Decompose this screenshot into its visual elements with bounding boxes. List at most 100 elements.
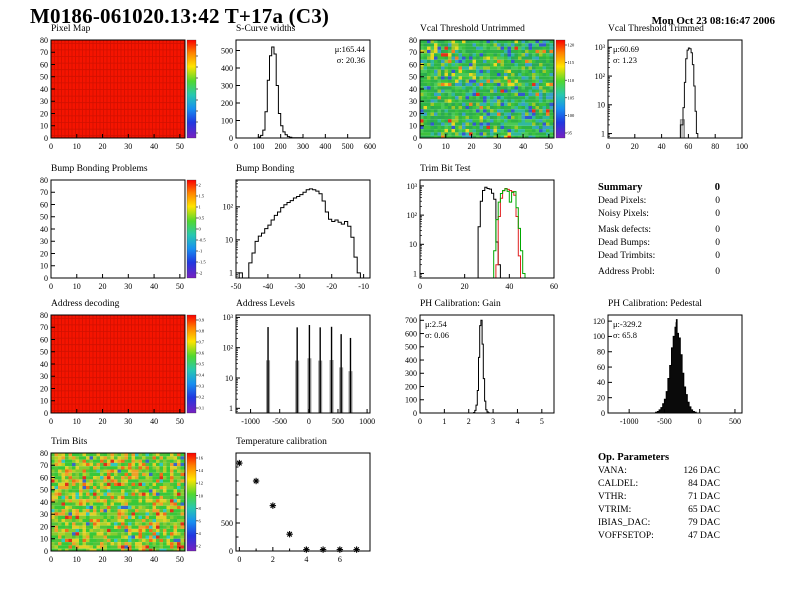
summary-title: Summary [598,182,643,193]
summary-label: Noisy Pixels: [598,209,649,219]
summary-total: 0 [714,182,720,193]
panel-bump-bonding: Bump Bonding -50 -40 -30 -20 -10 1 10 10² [210,163,406,297]
svg-text:50: 50 [40,213,48,222]
svg-text:-10: -10 [358,282,369,291]
vcal-trimmed-canvas: 0 20 40 60 80 100 1 10 10² 10³ μ:60.69σ: 1.23 [595,39,748,151]
stats-box: μ:60.69σ: 1.23 [613,44,639,65]
trimbit-test-canvas: 0 20 40 60 1 10 10² 10³ [407,179,558,291]
bump-problems-title: Bump Bonding Problems [51,164,148,174]
op-value: 126 DAC [683,466,720,476]
bump-bonding-title: Bump Bonding [236,164,295,174]
trim-bits-canvas: 0 10 20 30 40 50 0 10 20 30 40 50 60 70 80 16 14 12 10 8 6 4 2 [40,449,204,564]
svg-text:80: 80 [40,311,48,320]
svg-text:400: 400 [405,356,417,365]
colorbar: 16 14 12 10 8 6 4 2 [186,452,204,552]
svg-text:600: 600 [405,329,417,338]
svg-text:4: 4 [304,555,308,564]
svg-text:0: 0 [44,409,48,418]
svg-text:70: 70 [40,188,48,197]
ph-pedestal-title: PH Calibration: Pedestal [608,299,702,309]
panel-ph-pedestal: PH Calibration: Pedestal -1000 -500 0 500 0 2… [582,298,778,432]
svg-text:20: 20 [461,282,469,291]
svg-text:0.1: 0.1 [199,406,205,411]
svg-text:10³: 10³ [223,313,234,322]
svg-text:50: 50 [40,73,48,82]
svg-text:-500: -500 [657,417,672,426]
svg-text:14: 14 [199,468,204,473]
heatmap-cells [51,453,185,551]
svg-text:8: 8 [199,506,202,511]
pixel-map-title: Pixel Map [51,24,91,34]
svg-text:20: 20 [40,249,48,258]
svg-text:10: 10 [225,374,233,383]
svg-text:10: 10 [73,555,81,564]
op-label: VTRIM: [598,505,632,515]
svg-text:30: 30 [40,372,48,381]
op-label: IBIAS_DAC: [598,518,651,528]
svg-text:0: 0 [49,282,53,291]
svg-text:80: 80 [40,36,48,45]
axes: -1000 -500 0 500 1000 1 10 10² 10³ [223,313,375,426]
summary-row-dead-trimbits: Dead Trimbits: 0 [598,250,720,263]
svg-text:40: 40 [150,142,158,151]
panel-ph-gain: PH Calibration: Gain 0 1 2 3 4 5 0 100 200 300 400… [394,298,590,432]
axes: 0 10 20 30 40 50 0 10 20 30 40 50 60 70 80 [40,449,186,564]
heatmap-cells [51,315,185,413]
summary-value: 0 [715,196,720,206]
svg-text:σ: 1.23: σ: 1.23 [613,55,637,65]
svg-text:20: 20 [99,417,107,426]
svg-text:0.3: 0.3 [199,384,205,389]
colorbar [186,39,198,139]
svg-text:60: 60 [40,60,48,69]
vcal-untrimmed-canvas: 0 10 20 30 40 50 0 10 20 30 40 50 60 70 80 120 115 110 105… [409,36,575,151]
trim-bits-title: Trim Bits [51,437,88,447]
svg-text:-500: -500 [272,417,287,426]
svg-text:60: 60 [550,282,558,291]
svg-text:0: 0 [49,142,53,151]
svg-text:30: 30 [409,97,417,106]
svg-text:0: 0 [418,142,422,151]
svg-text:10: 10 [442,142,450,151]
panel-vcal-untrimmed: Vcal Threshold Untrimmed 0 10 20 30 40 50 0 10 2… [394,23,590,157]
summary-row-dead-pixels: Dead Pixels: 0 [598,195,720,208]
svg-text:-1.5: -1.5 [199,260,207,265]
svg-text:30: 30 [40,510,48,519]
panel-scurve-widths: S-Curve widths 0 100 200 300 400 500 600 0 100 20… [210,23,406,157]
summary-value: 0 [715,238,720,248]
svg-text:100: 100 [405,396,417,405]
svg-text:10: 10 [409,240,417,249]
svg-text:12: 12 [199,481,204,486]
svg-text:50: 50 [176,555,184,564]
summary-row-dead-bumps: Dead Bumps: 0 [598,237,720,250]
svg-text:0: 0 [601,409,605,418]
svg-text:40: 40 [40,225,48,234]
summary-value: 0 [715,225,720,235]
svg-text:20: 20 [40,384,48,393]
svg-text:-40: -40 [263,282,274,291]
svg-text:50: 50 [40,486,48,495]
op-row-vana: VANA: 126 DAC [598,465,720,478]
svg-text:20: 20 [99,142,107,151]
spikes [266,325,353,413]
heatmap-cells [51,40,185,138]
svg-text:10: 10 [40,397,48,406]
stats-box: μ:165.44σ: 20.36 [335,44,366,65]
svg-text:95: 95 [568,131,573,136]
svg-text:1: 1 [199,205,201,210]
summary-label: Mask defects: [598,225,652,235]
svg-text:50: 50 [409,73,417,82]
svg-text:10²: 10² [223,344,234,353]
svg-text:0: 0 [229,134,233,143]
svg-text:60: 60 [684,142,692,151]
axes: 0 2 4 6 0 500 [221,452,371,564]
svg-text:0.9: 0.9 [199,318,205,323]
summary-block: Summary 0 Dead Pixels: 0 Noisy Pixels: 0… [598,180,720,279]
svg-text:60: 60 [597,363,605,372]
axes: 0 100 200 300 400 500 600 0 100 200 300 400 500 [221,39,376,151]
svg-text:500: 500 [729,417,741,426]
svg-text:μ:60.69: μ:60.69 [613,44,639,54]
svg-text:70: 70 [409,48,417,57]
summary-value: 0 [715,251,720,261]
op-value: 84 DAC [688,479,720,489]
axes: -1000 -500 0 500 0 20 40 60 80 100 120 [593,314,743,426]
